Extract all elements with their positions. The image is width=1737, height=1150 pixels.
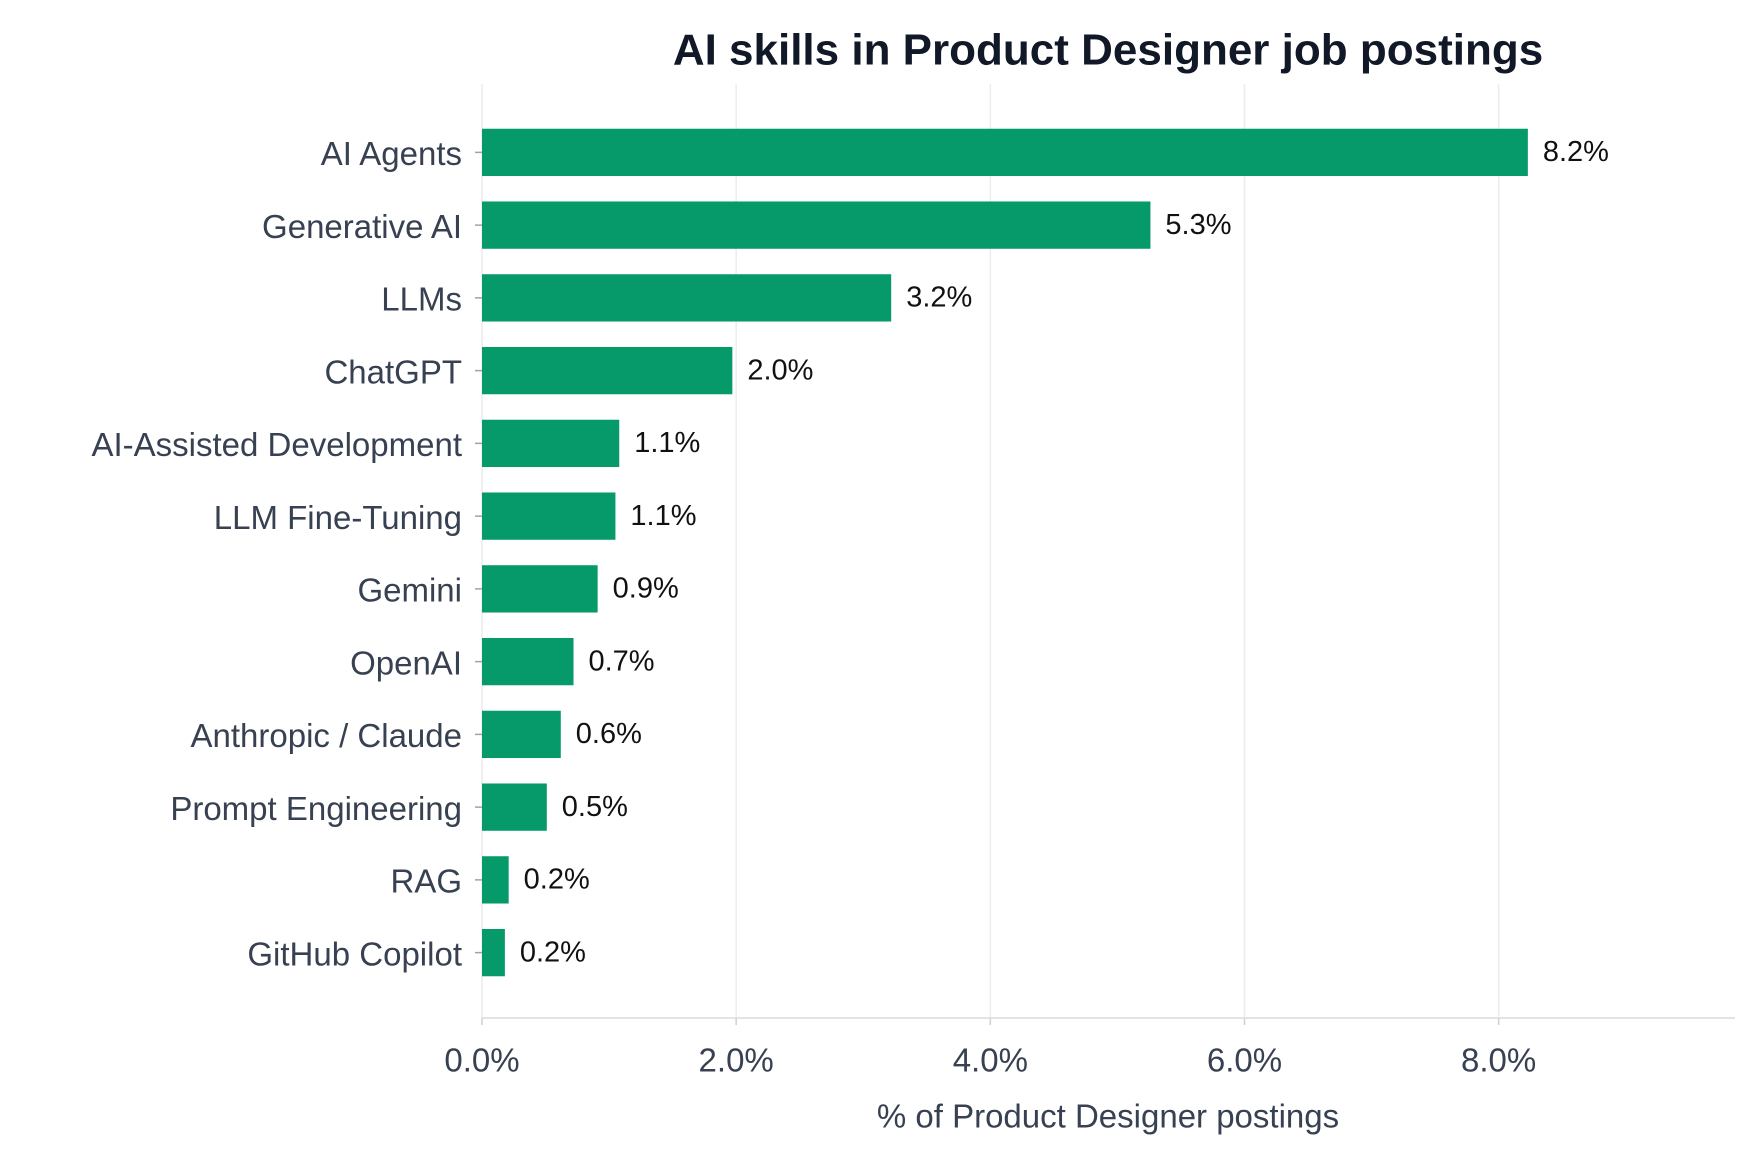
value-label: 0.6% — [576, 718, 642, 750]
bar — [482, 346, 733, 395]
bar — [482, 856, 509, 904]
bar — [482, 419, 620, 468]
x-tick-label: 4.0% — [953, 1042, 1028, 1079]
y-tick-label: Anthropic / Claude — [191, 717, 463, 754]
y-tick-label: LLMs — [381, 281, 462, 318]
y-tick-label: Prompt Engineering — [170, 790, 462, 827]
value-label: 1.1% — [630, 500, 696, 532]
y-tick-label: ChatGPT — [324, 353, 462, 390]
x-axis-label: % of Product Designer postings — [877, 1098, 1339, 1135]
value-label: 0.2% — [520, 936, 586, 968]
value-label: 3.2% — [906, 282, 972, 314]
y-tick-label: GitHub Copilot — [247, 935, 462, 972]
y-tick-label: RAG — [390, 863, 462, 900]
bar — [482, 710, 561, 759]
x-tick-label: 0.0% — [444, 1042, 519, 1079]
value-label: 2.0% — [747, 354, 813, 386]
value-label: 5.3% — [1165, 209, 1231, 241]
value-label: 8.2% — [1543, 136, 1609, 168]
y-tick-label: Generative AI — [262, 208, 462, 245]
x-tick-label: 6.0% — [1207, 1042, 1282, 1079]
bar — [482, 128, 1528, 177]
bar — [482, 274, 892, 322]
value-label: 0.9% — [613, 573, 679, 605]
y-tick-label: OpenAI — [350, 644, 462, 681]
y-tick-label: LLM Fine-Tuning — [214, 499, 462, 536]
y-tick-label: AI Agents — [321, 135, 462, 172]
value-label: 1.1% — [634, 427, 700, 459]
bar — [482, 928, 505, 977]
bar — [482, 492, 616, 540]
y-tick-label: Gemini — [357, 572, 462, 609]
x-tick-label: 8.0% — [1461, 1042, 1536, 1079]
value-label: 0.7% — [588, 645, 654, 677]
value-label: 0.5% — [562, 791, 628, 823]
bar — [482, 201, 1151, 249]
value-label: 0.2% — [524, 864, 590, 896]
bar — [482, 565, 598, 613]
bar — [482, 783, 547, 831]
bar — [482, 637, 574, 686]
chart-title: AI skills in Product Designer job postin… — [673, 26, 1543, 75]
y-tick-label: AI-Assisted Development — [92, 426, 463, 463]
x-tick-label: 2.0% — [699, 1042, 774, 1079]
